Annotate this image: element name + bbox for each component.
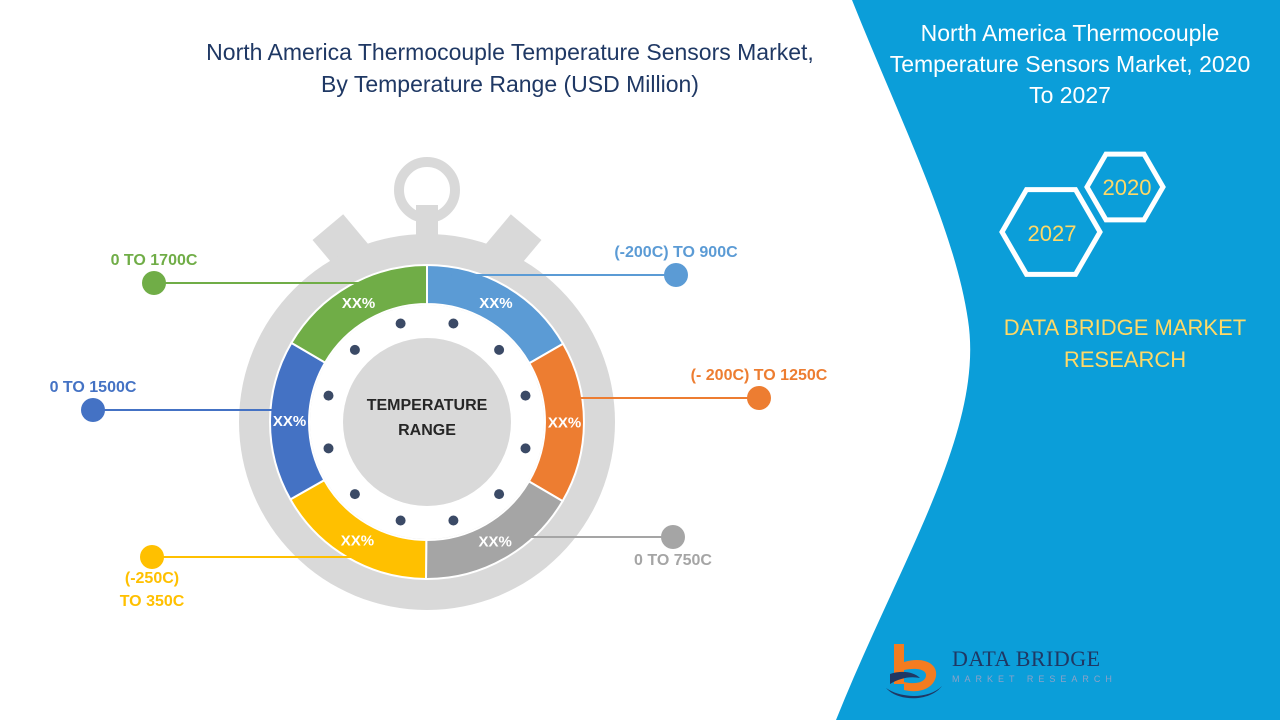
dial-dot	[494, 489, 505, 500]
center-disk	[343, 338, 511, 506]
leader-dot-5	[81, 398, 105, 422]
leader-dot-3	[661, 525, 685, 549]
dial-dot	[349, 489, 360, 500]
category-label-4: TO 350C	[120, 593, 185, 610]
dial-dot	[494, 344, 505, 355]
dial-dot	[395, 515, 406, 526]
category-label-2: (- 200C) TO 1250C	[691, 367, 828, 384]
category-label-5: 0 TO 1500C	[50, 379, 137, 396]
segment-value-label-1: XX%	[479, 295, 512, 312]
dial-dot	[349, 344, 360, 355]
panel-title: North America Thermocouple Temperature S…	[870, 18, 1270, 111]
side-panel-background	[836, 0, 1280, 720]
chart-title-line-1: North America Thermocouple Temperature S…	[206, 39, 814, 65]
dial-dot	[395, 318, 406, 329]
dial-dot	[520, 443, 531, 454]
company-logo: DATA BRIDGE MARKET RESEARCH	[880, 640, 1112, 700]
category-label-1: (-200C) TO 900C	[614, 244, 738, 261]
hexagon-year-2027	[999, 187, 1103, 277]
center-label-line-1: TEMPERATURE	[367, 397, 488, 414]
segment-value-label-2: XX%	[548, 414, 581, 431]
dial-dot	[448, 515, 459, 526]
leader-dot-2	[747, 386, 771, 410]
dial-dot	[323, 443, 334, 454]
segment-value-label-5: XX%	[273, 413, 306, 430]
logo-mark-icon	[886, 644, 942, 699]
brand-name: DATA BRIDGE MARKET RESEARCH	[980, 312, 1270, 376]
year-2020-label: 2020	[1103, 175, 1152, 200]
donut-segment-6	[290, 263, 428, 364]
chart-title-line-2: By Temperature Range (USD Million)	[321, 71, 699, 97]
panel-title-line-2: Temperature Sensors Market, 2020	[889, 51, 1251, 77]
brand-line-2: RESEARCH	[1063, 347, 1187, 372]
center-label-line-2: RANGE	[398, 422, 456, 439]
brand-line-1: DATA BRIDGE MARKET	[1003, 315, 1247, 340]
logo-tagline: MARKET RESEARCH	[952, 674, 1117, 684]
dial-dot	[323, 390, 334, 401]
logo-name: DATA BRIDGE	[952, 646, 1101, 671]
panel-title-line-1: North America Thermocouple	[920, 20, 1220, 46]
category-label-4: (-250C)	[125, 570, 179, 587]
panel-title-line-3: To 2027	[1029, 82, 1111, 108]
year-2027-label: 2027	[1028, 221, 1077, 246]
leader-dot-1	[664, 263, 688, 287]
dial-dot	[520, 390, 531, 401]
leader-dot-4	[140, 545, 164, 569]
segment-value-label-4: XX%	[341, 533, 374, 550]
category-label-3: 0 TO 750C	[634, 552, 712, 569]
category-label-6: 0 TO 1700C	[111, 252, 198, 269]
segment-value-label-3: XX%	[478, 533, 511, 550]
hexagon-year-2020	[1084, 151, 1166, 223]
dial-dot	[448, 318, 459, 329]
chart-title: North America Thermocouple Temperature S…	[120, 36, 900, 100]
segment-value-label-6: XX%	[342, 295, 375, 312]
leader-dot-6	[142, 271, 166, 295]
